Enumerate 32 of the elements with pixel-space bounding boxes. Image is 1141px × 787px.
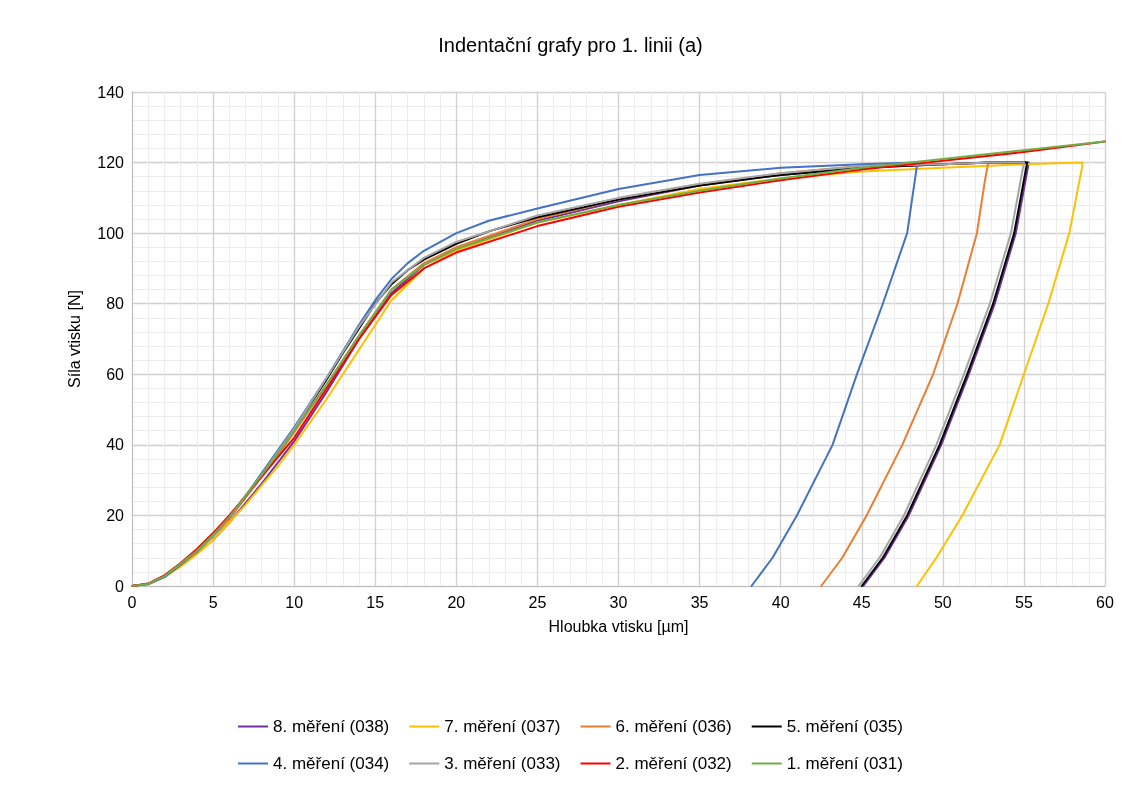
legend-label: 8. měření (038) xyxy=(273,717,390,736)
x-tick-label: 40 xyxy=(771,593,790,611)
x-tick-label: 35 xyxy=(690,593,709,611)
x-tick-label: 0 xyxy=(127,593,137,611)
legend-label: 3. měření (033) xyxy=(444,754,561,773)
legend-label: 4. měření (034) xyxy=(273,754,390,773)
x-axis-title: Hloubka vtisku [µm] xyxy=(548,617,689,635)
y-tick-label: 100 xyxy=(97,224,125,242)
x-tick-label: 15 xyxy=(366,593,385,611)
x-tick-label: 55 xyxy=(1015,593,1033,611)
legend-label: 1. měření (031) xyxy=(786,754,903,773)
legend-label: 5. měření (035) xyxy=(786,717,903,736)
chart-title: Indentační grafy pro 1. linii (a) xyxy=(438,34,703,56)
x-tick-label: 30 xyxy=(609,593,628,611)
y-tick-label: 40 xyxy=(106,436,125,454)
legend-label: 6. měření (036) xyxy=(615,717,732,736)
y-tick-label: 140 xyxy=(97,83,125,101)
y-axis-title: Síla vtisku [N] xyxy=(65,290,83,388)
x-tick-label: 20 xyxy=(447,593,466,611)
y-tick-label: 80 xyxy=(106,295,125,313)
x-tick-label: 5 xyxy=(208,593,218,611)
x-tick-label: 50 xyxy=(933,593,952,611)
x-tick-label: 25 xyxy=(528,593,547,611)
x-tick-label: 10 xyxy=(285,593,304,611)
x-tick-label: 45 xyxy=(852,593,871,611)
y-tick-label: 60 xyxy=(106,365,125,383)
x-tick-label: 60 xyxy=(1096,593,1114,611)
legend-label: 2. měření (032) xyxy=(615,754,732,773)
y-tick-label: 0 xyxy=(115,577,125,595)
y-tick-label: 20 xyxy=(106,506,125,524)
y-tick-label: 120 xyxy=(97,154,125,172)
legend-label: 7. měření (037) xyxy=(444,717,561,736)
